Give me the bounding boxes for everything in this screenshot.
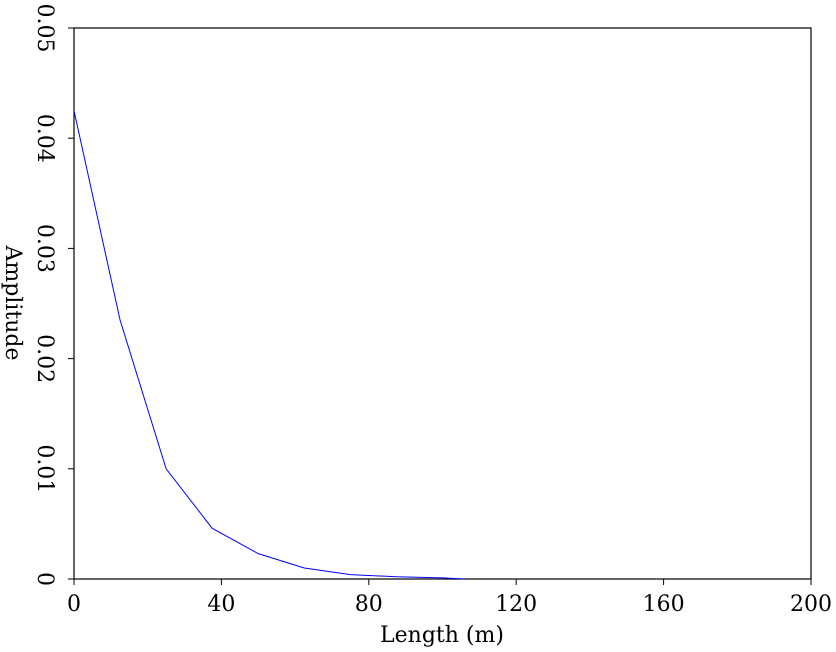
x-tick-label: 120: [495, 592, 537, 617]
y-tick-label: 0.02: [32, 334, 57, 383]
y-tick-label: 0: [32, 572, 57, 586]
y-tick-label: 0.01: [32, 444, 57, 493]
y-tick-label: 0.04: [32, 114, 57, 163]
y-tick-label: 0.05: [32, 4, 57, 53]
y-tick-label: 0.03: [32, 224, 57, 273]
x-tick-label: 80: [355, 592, 383, 617]
x-tick-label: 160: [643, 592, 685, 617]
x-tick-label: 40: [207, 592, 235, 617]
data-line: [73, 110, 465, 580]
x-tick-label: 200: [790, 592, 832, 617]
y-axis-label: Amplitude: [0, 244, 25, 360]
x-tick-label: 0: [67, 592, 81, 617]
x-axis-label: Length (m): [380, 623, 504, 648]
plot-frame: [73, 27, 812, 580]
